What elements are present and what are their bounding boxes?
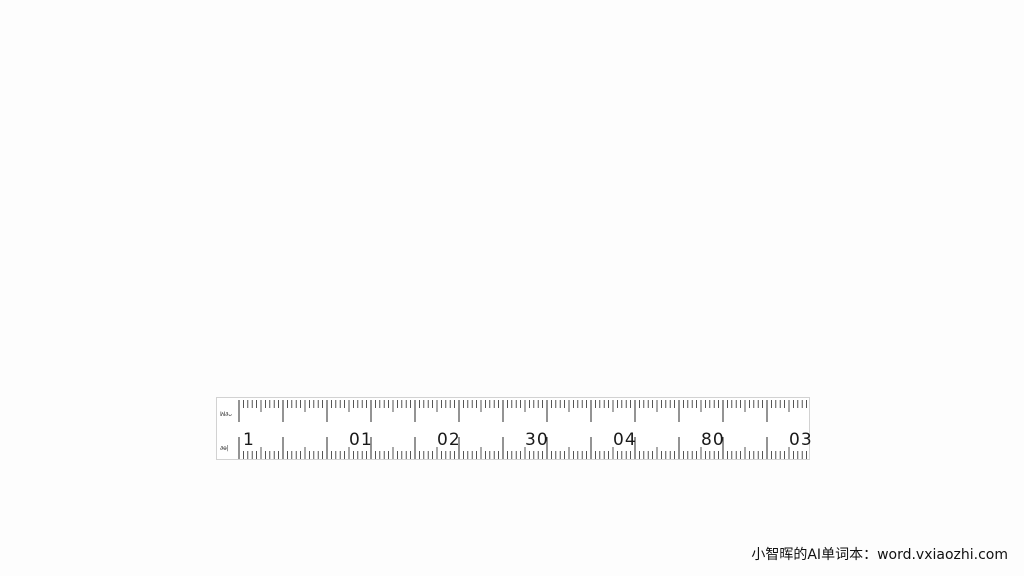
ruler-number: 1 [243, 430, 255, 450]
ruler-ticks [238, 400, 807, 459]
ruler-number: 80 [701, 430, 725, 450]
ruler-numbers: 1 01 02 30 04 80 031 [243, 430, 811, 450]
watermark-caption: 小智晖的AI单词本：word.vxiaozhi.com [751, 547, 1008, 563]
ruler-number: 02 [437, 430, 461, 450]
ruler-number: 04 [613, 430, 637, 450]
ruler-graphic: ꟽ∂ᴗ ∂ɵ| 1 01 02 30 04 80 031 [220, 400, 811, 459]
ruler-bottom-mark: ∂ɵ| [220, 445, 229, 452]
ruler-number: 30 [525, 430, 549, 450]
ruler-top-mark: ꟽ∂ᴗ [220, 411, 232, 418]
ruler: ꟽ∂ᴗ ∂ɵ| 1 01 02 30 04 80 031 [216, 397, 811, 460]
ruler-number: 031 [789, 430, 811, 450]
ruler-number: 01 [349, 430, 373, 450]
